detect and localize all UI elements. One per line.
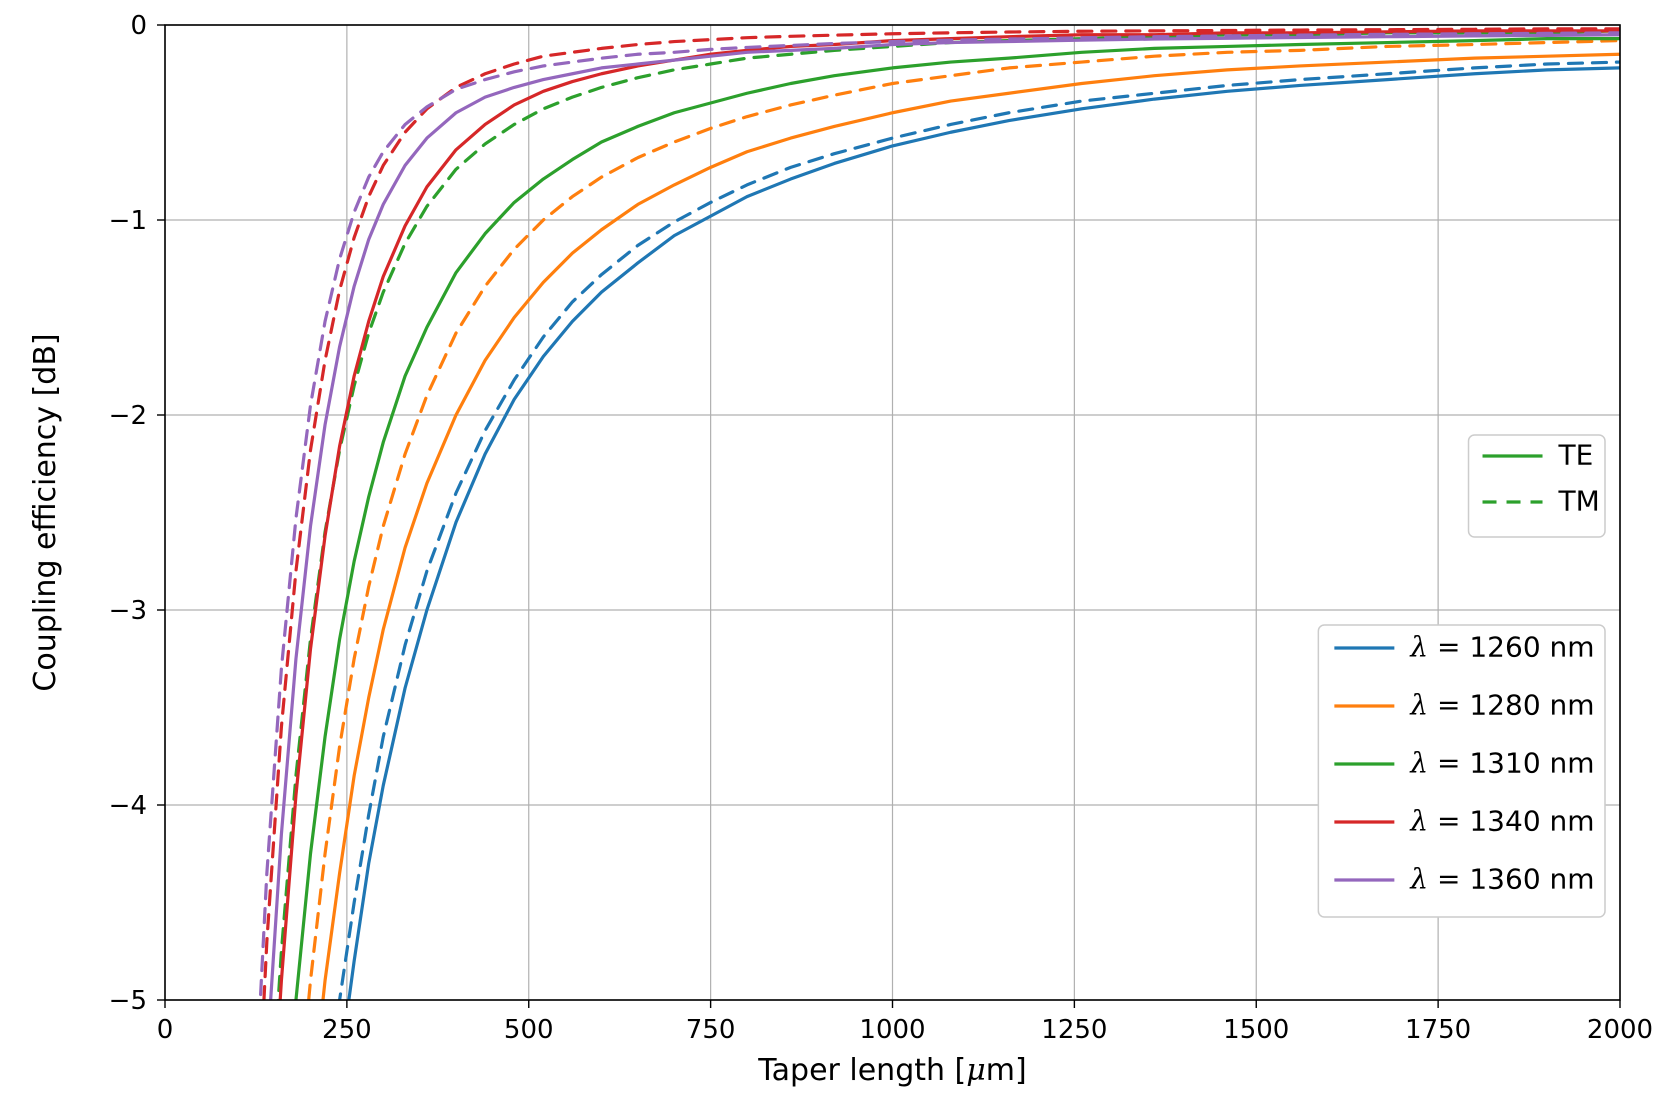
xtick-label: 500 xyxy=(504,1015,554,1045)
xtick-label: 0 xyxy=(157,1015,174,1045)
legend-label: λ = 1340 nm xyxy=(1409,804,1594,837)
xtick-label: 1250 xyxy=(1041,1015,1107,1045)
legend: λ = 1260 nm λ = 1280 nm λ = 1310 nm λ = 134… xyxy=(1318,625,1605,917)
ytick-label: −5 xyxy=(109,986,147,1016)
legend-label: TE xyxy=(1558,438,1594,471)
ytick-label: −1 xyxy=(109,206,147,236)
legend-label: TM xyxy=(1558,484,1600,517)
chart-container: 0 250 500 750 1000 1250 1500 1750 2000 0 −1 −2 −3 −4 −… xyxy=(0,0,1655,1111)
xtick-label: 1000 xyxy=(859,1015,925,1045)
legend-label: λ = 1310 nm xyxy=(1409,746,1594,779)
xtick-label: 250 xyxy=(322,1015,372,1045)
ytick-label: −2 xyxy=(109,401,147,431)
y-axis-label: Coupling efficiency [dB] xyxy=(28,333,63,691)
ytick-label: 0 xyxy=(130,11,147,41)
legend-label: λ = 1260 nm xyxy=(1409,630,1594,663)
ytick-label: −3 xyxy=(109,596,147,626)
x-axis-label: Taper length [μm] xyxy=(757,1053,1026,1088)
xtick-label: 750 xyxy=(686,1015,736,1045)
legend-label: λ = 1360 nm xyxy=(1409,862,1594,895)
legend: TE TM xyxy=(1469,435,1605,537)
coupling-efficiency-chart: 0 250 500 750 1000 1250 1500 1750 2000 0 −1 −2 −3 −4 −… xyxy=(0,0,1655,1111)
legend-label: λ = 1280 nm xyxy=(1409,688,1594,721)
ytick-label: −4 xyxy=(109,791,147,821)
xtick-label: 1750 xyxy=(1405,1015,1471,1045)
xtick-label: 1500 xyxy=(1223,1015,1289,1045)
xtick-label: 2000 xyxy=(1587,1015,1653,1045)
